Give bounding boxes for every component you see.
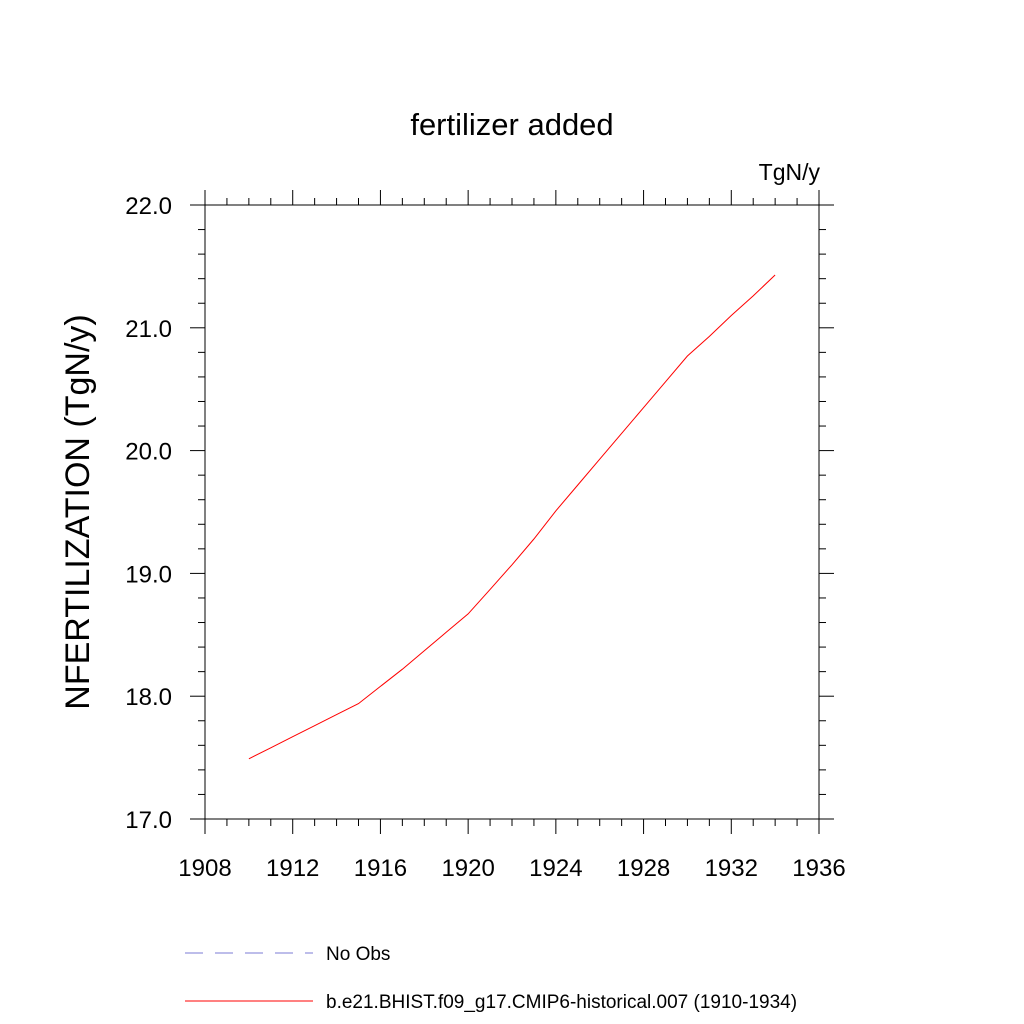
series-line	[248, 274, 776, 760]
series-group	[248, 274, 776, 760]
x-tick-label: 1936	[792, 855, 845, 882]
y-axis-label: NFERTILIZATION (TgN/y)	[59, 314, 97, 709]
chart-title: fertilizer added	[410, 107, 613, 142]
y-tick-label: 18.0	[125, 684, 172, 711]
x-tick-label: 1932	[705, 855, 758, 882]
x-tick-label: 1924	[529, 855, 582, 882]
y-tick-label: 19.0	[125, 561, 172, 588]
legend-label: No Obs	[326, 944, 390, 965]
y-tick-label: 20.0	[125, 439, 172, 466]
units-label: TgN/y	[759, 159, 821, 185]
ticks-group: 1908 1912 1916 1920 1924 1928 1932 1936 17.0 18.0…	[125, 190, 846, 882]
legend-label: b.e21.BHIST.f09_g17.CMIP6-historical.007…	[326, 992, 797, 1013]
legend: No Obs b.e21.BHIST.f09_g17.CMIP6-historic…	[185, 944, 797, 1013]
x-tick-label: 1920	[441, 855, 494, 882]
y-tick-label: 17.0	[125, 807, 172, 834]
x-tick-label: 1916	[354, 855, 407, 882]
x-tick-label: 1928	[617, 855, 670, 882]
y-tick-label: 22.0	[125, 193, 172, 220]
plot-frame	[204, 204, 820, 820]
y-tick-label: 21.0	[125, 316, 172, 343]
x-tick-label: 1908	[178, 855, 231, 882]
x-tick-label: 1912	[266, 855, 319, 882]
